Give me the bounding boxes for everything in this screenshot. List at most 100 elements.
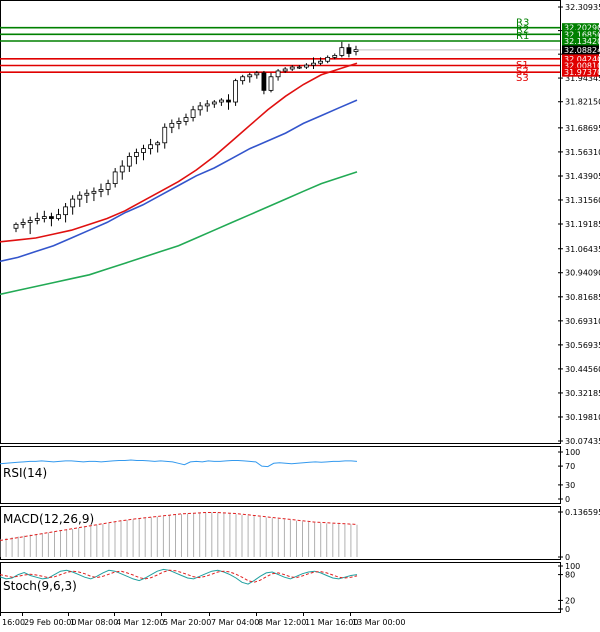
candle-body [112,171,118,184]
macd-pane: 0.136595 0 MACD(12,26,9) [0,506,600,562]
pivot-price-label: 31.97370 [564,68,600,77]
time-tick-label: 7 Mar 04:00 [211,618,259,627]
stoch-k-line [0,568,358,585]
candle-body [190,109,196,118]
candle-body [353,49,359,52]
moving-average-line-1 [0,62,358,243]
macd-label: MACD(12,26,9) [3,512,94,526]
candle-body [268,76,274,91]
candle-body [233,80,238,103]
candle-body [254,72,260,76]
pivot-price-label: 32.20290 [564,24,600,33]
pivot-price-tag [562,29,599,39]
candlesticks [13,41,359,235]
stoch-tick-label: 100 [565,562,580,571]
candle-body [119,165,125,173]
candle-body [13,223,19,229]
rsi-tick-label: 30 [565,481,575,490]
pivot-price-label: 32.00810 [564,61,600,70]
price-tick-label: 31.19185 [565,220,600,229]
moving-average-line-3 [0,171,358,296]
candle-body [56,214,61,219]
time-tick-label: 13 Mar 00:00 [352,618,405,627]
price-tick-label: 30.94090 [565,269,600,278]
stoch-tick-label: 20 [565,596,575,605]
price-tick-label: 30.32185 [565,389,600,398]
pivot-price-tag [562,23,599,33]
pivot-price-tag [562,54,599,64]
rsi-pane: 100 70 30 0 RSI(14) [0,446,580,504]
moving-average-line-2 [0,99,358,263]
candle-body [311,62,316,66]
pivot-price-label: 32.13420 [564,37,600,46]
pivot-name-s3: S3 [516,73,529,84]
candle-body [211,101,217,105]
macd-pane-frame [0,506,561,560]
macd-tick-label: 0 [565,553,570,562]
candle-body [27,220,33,223]
current-price-tag [562,45,599,55]
candle-body [141,148,146,153]
price-pane: 32.3093532.1879032.0664531.9434531.82150… [0,0,600,446]
price-tick-label: 30.81685 [565,293,600,302]
candle-body [183,117,189,122]
candle-body [98,189,104,192]
candle-body [261,72,267,91]
candle-body [155,142,161,146]
candle-body [169,122,175,128]
price-tick-label: 30.07435 [565,437,600,446]
price-pane-frame [0,0,561,444]
candle-body [240,76,246,82]
candle-body [91,190,97,194]
current-price-marker: 32.08824 [356,45,600,55]
candle-body [247,74,253,78]
stoch-tick-label: 80 [565,571,575,580]
moving-averages [0,62,358,296]
stoch-d-line [0,569,358,583]
stoch-tick-label: 0 [565,605,570,614]
macd-signal-line [0,512,358,541]
candle-body [219,99,224,103]
time-tick-label: 16:00 [2,618,25,627]
candle-body [325,56,331,62]
candle-body [318,60,323,64]
candle-body [176,121,182,124]
pivot-name-r2: R2 [516,24,529,35]
price-tick-label: 31.68695 [565,124,600,133]
time-tick-label: 11 Mar 16:00 [305,618,358,627]
candle-body [126,155,132,167]
macd-tick-label: 0.136595 [565,508,600,517]
candle-body [134,152,139,157]
candle-body [282,68,288,72]
macd-axis: 0.136595 0 [558,508,600,562]
current-price-label: 32.08824 [564,46,600,55]
price-tick-label: 30.44560 [565,365,600,374]
candle-body [275,70,281,78]
candle-body [70,198,76,208]
candle-body [197,105,203,111]
candle-body [34,218,40,221]
time-tick-label: 1 Mar 08:00 [70,618,118,627]
candle-body [162,126,168,144]
candle-body [346,47,352,54]
candle-body [332,55,338,58]
time-tick-label: 29 Feb 00:00 [24,618,76,627]
pivot-price-tag [562,60,599,70]
candle-body [226,99,231,103]
price-tick-label: 31.94345 [565,74,600,83]
pivot-price-label: 32.04240 [564,55,600,64]
price-tick-label: 32.30935 [565,3,600,12]
candle-body [105,183,111,190]
stoch-label: Stoch(9,6,3) [3,579,77,593]
candle-body [63,206,68,216]
time-tick-label: 4 Mar 12:00 [116,618,164,627]
rsi-tick-label: 0 [565,495,570,504]
pivot-name-r3: R3 [516,18,529,29]
rsi-label: RSI(14) [3,466,47,480]
candle-body [84,192,90,196]
rsi-line [0,459,358,468]
